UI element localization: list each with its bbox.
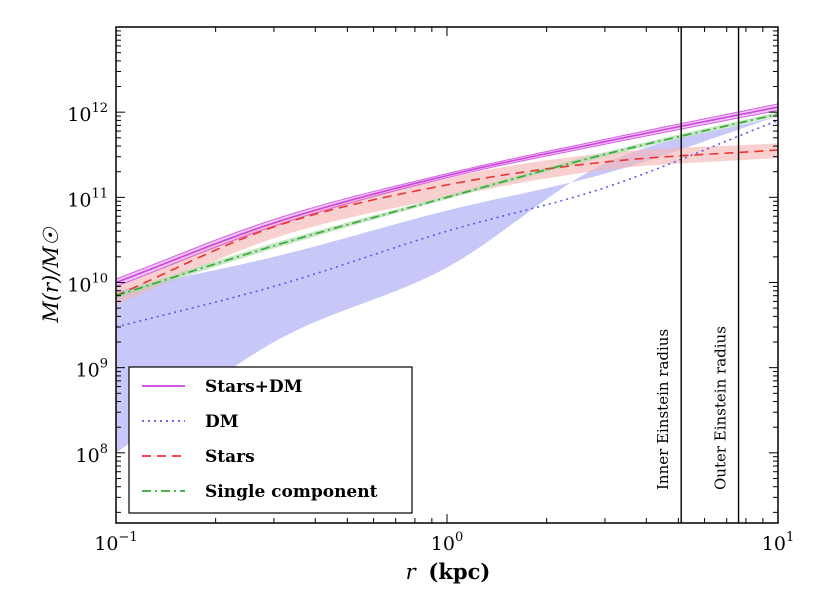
- y-tick-exponent: 8: [100, 442, 108, 457]
- y-tick-label: 1011: [67, 186, 108, 211]
- x-tick-label: 100: [431, 530, 463, 555]
- y-axis-label: M(r)/M☉: [39, 226, 63, 324]
- x-tick-exponent: 0: [455, 530, 463, 545]
- x-axis-unit: (kpc): [428, 559, 490, 584]
- band-single-component: [116, 112, 778, 299]
- legend-label-stars: Stars: [205, 447, 255, 467]
- band-stars: [116, 143, 778, 305]
- uncertainty-bands: [116, 103, 778, 453]
- y-tick-base: 10: [76, 360, 100, 382]
- legend-label-stars-dm: Stars+DM: [205, 377, 303, 397]
- y-tick-exponent: 10: [91, 271, 108, 286]
- x-tick-label: 10−1: [94, 530, 137, 555]
- band-dm: [116, 116, 778, 453]
- x-tick-exponent: 1: [786, 530, 794, 545]
- series-lines: [116, 106, 778, 328]
- stars-dm-band-lower-edge: [116, 109, 778, 287]
- line-single-component: [116, 113, 778, 297]
- y-tick-base: 10: [67, 189, 91, 211]
- line-stars-dm: [116, 106, 778, 284]
- y-tick-label: 1012: [67, 101, 108, 126]
- legend-box: [128, 366, 413, 514]
- x-tick-base: 10: [431, 533, 455, 555]
- y-tick-label: 109: [76, 357, 108, 382]
- band-stars-dm: [116, 103, 778, 287]
- y-tick-label: 1010: [67, 271, 108, 296]
- plot-frame: [115, 26, 779, 524]
- legend-label-single-component: Single component: [205, 482, 378, 502]
- x-tick-base: 10: [762, 533, 786, 555]
- line-stars: [116, 149, 778, 297]
- x-tick-exponent: −1: [119, 530, 138, 545]
- einstein-radius-lines: Inner Einstein radius Outer Einstein radi…: [654, 27, 740, 523]
- y-tick-label: 108: [76, 442, 108, 467]
- y-tick-exponent: 11: [91, 186, 108, 201]
- x-axis-label: r (kpc): [406, 559, 491, 584]
- stars-dm-band-upper-edge: [116, 103, 778, 280]
- y-tick-base: 10: [67, 104, 91, 126]
- legend: Stars+DM DM Stars Single component: [128, 366, 413, 514]
- legend-label-dm: DM: [205, 412, 239, 432]
- y-tick-base: 10: [76, 445, 100, 467]
- y-tick-exponent: 9: [100, 357, 108, 372]
- x-axis-var: r: [406, 560, 418, 584]
- y-tick-exponent: 12: [91, 101, 108, 116]
- y-tick-base: 10: [67, 274, 91, 296]
- x-tick-base: 10: [94, 533, 118, 555]
- inner-einstein-label: Inner Einstein radius: [654, 329, 672, 490]
- outer-einstein-label: Outer Einstein radius: [712, 326, 730, 490]
- x-tick-label: 101: [762, 530, 794, 555]
